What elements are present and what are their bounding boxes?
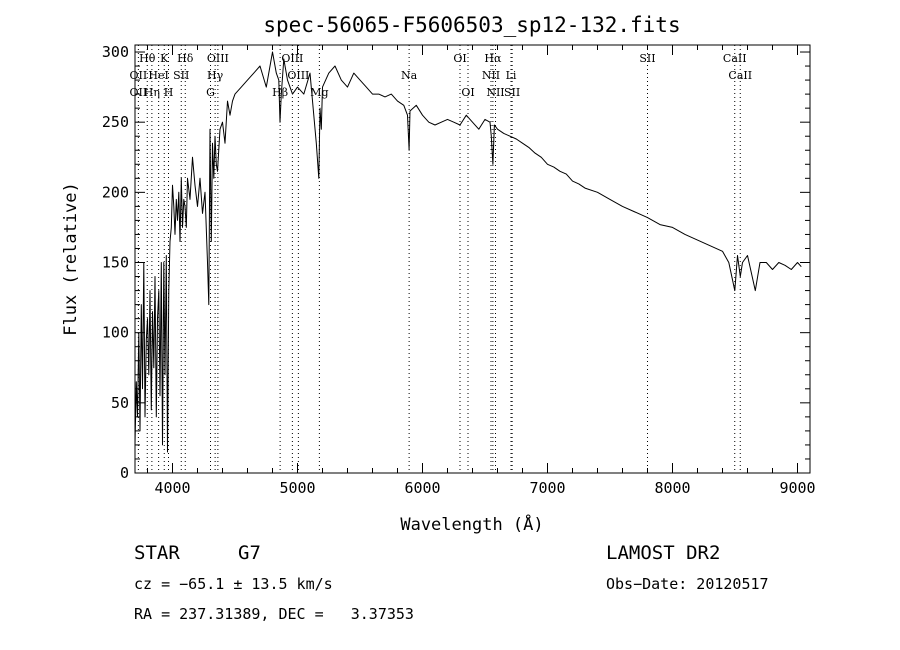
plot-frame [134,44,811,474]
spectral-line-label: CaII [723,52,747,65]
spectral-line-label: OII [130,86,148,99]
spectral-line-label: Hα [484,52,502,65]
series-layer [134,51,802,453]
spectral-line-label: H [164,86,174,99]
spectral-line-label: OI [461,86,474,99]
obs-date-text: Obs−Date: 20120517 [606,575,769,593]
x-axis: 4000 5000 6000 7000 8000 9000 [147,45,816,497]
spectral-line-label: OIII [287,69,309,82]
spectral-line-label: NII [486,86,504,99]
spectral-line-label: Na [401,69,418,82]
spectral-line-label: OI [453,52,466,65]
spectral-line-label: CaII [728,69,752,82]
spectral-line-label: SII [173,69,189,82]
spectral-line-label: SII [504,86,520,99]
spectral-line-label: OIII [281,52,303,65]
spectral-line-label: Hη [144,86,160,99]
spectral-line-label: Hδ [177,52,194,65]
x-tick-label: 4000 [154,479,190,497]
x-tick-label: 6000 [404,479,440,497]
spectral-line-label: SII [639,52,655,65]
x-tick-label: 7000 [529,479,565,497]
object-subclass: G7 [238,542,261,564]
y-tick-label: 150 [102,254,129,272]
spectral-line-label: Mg [310,86,328,99]
coordinates-text: RA = 237.31389, DEC = 3.37353 [134,605,414,623]
y-tick-label: 0 [120,464,129,482]
y-tick-label: 300 [102,43,129,61]
spectral-line-label: Li [506,69,517,82]
spectral-line-label: NII [482,69,500,82]
flux-series-line [134,51,802,453]
spectral-line-label: HeI [148,69,168,82]
spectral-line-label: Hγ [207,69,224,82]
object-class: STAR [134,542,180,564]
x-tick-label: 8000 [654,479,690,497]
spectral-line-markers [137,45,741,473]
spectral-line-label: Hβ [272,86,288,99]
x-tick-label: 9000 [779,479,815,497]
chart-title: spec-56065-F5606503_sp12-132.fits [263,13,680,37]
redshift-text: cz = −65.1 ± 13.5 km/s [134,575,333,593]
spectral-line-label: OIII [207,52,229,65]
spectral-line-labels: Hθ K Hδ OIII OIII OI Hα SII CaII OII HeI SII Hγ OIII N… [130,52,753,99]
x-axis-label: Wavelength (Å) [400,513,543,535]
x-tick-label: 5000 [279,479,315,497]
y-tick-label: 100 [102,324,129,342]
survey-name: LAMOST DR2 [606,542,721,564]
y-axis-label: Flux (relative) [61,182,81,336]
y-tick-label: 250 [102,113,129,131]
spectral-line-label: G [206,86,215,99]
y-tick-label: 200 [102,183,129,201]
y-tick-label: 50 [111,394,129,412]
spectral-line-label: Hθ [139,52,156,65]
spectral-line-label: OII [130,69,148,82]
y-axis: 0 50 100 150 200 250 300 [102,43,810,482]
spectral-line-label: K [160,52,169,65]
